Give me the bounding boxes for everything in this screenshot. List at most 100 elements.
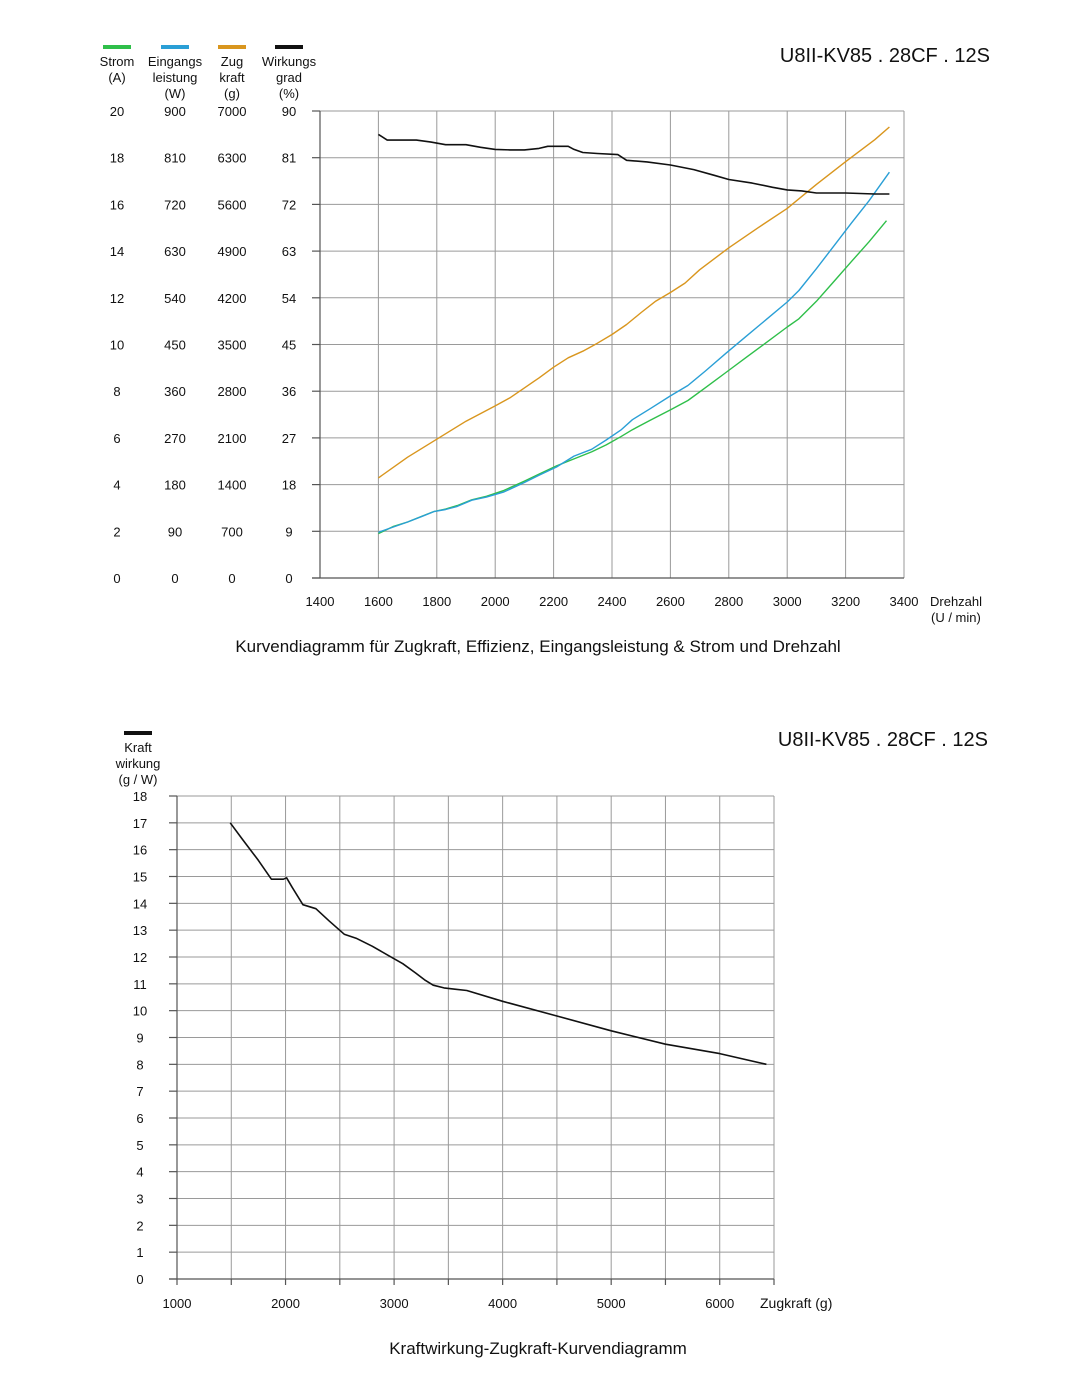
chart2-legend-label-kraftwirkung: wirkung bbox=[115, 756, 161, 771]
chart1-x-tick-label: 3400 bbox=[890, 594, 919, 609]
chart1-x-tick-label: 2200 bbox=[539, 594, 568, 609]
chart1-y-tick-label-strom: 12 bbox=[110, 291, 124, 306]
chart1-x-tick-label: 3200 bbox=[831, 594, 860, 609]
chart1-y-tick-label-zugkraft: 3500 bbox=[218, 338, 247, 353]
chart1-x-tick-label: 1600 bbox=[364, 594, 393, 609]
chart1-legend-label-zugkraft: Zug bbox=[221, 54, 243, 69]
chart1-y-axes: 0246810121416182009018027036045054063072… bbox=[110, 104, 296, 586]
chart2-series-line-kraftwirkung bbox=[229, 822, 767, 1066]
chart2-series bbox=[229, 822, 767, 1066]
chart2-y-tick-label: 9 bbox=[136, 1031, 143, 1046]
chart2-model-label: U8II-KV85 . 28CF . 12S bbox=[778, 729, 988, 751]
chart1-y-tick-label-wirkungsgrad: 36 bbox=[282, 384, 296, 399]
chart2-y-tick-label: 7 bbox=[136, 1084, 143, 1099]
chart1-y-tick-label-strom: 18 bbox=[110, 151, 124, 166]
chart1-y-tick-label-wirkungsgrad: 72 bbox=[282, 197, 296, 212]
chart1-y-tick-label-wirkungsgrad: 90 bbox=[282, 104, 296, 119]
chart1-x-tick-label: 1400 bbox=[306, 594, 335, 609]
chart1-y-tick-label-wirkungsgrad: 9 bbox=[285, 524, 292, 539]
chart1-legend-swatch-zugkraft bbox=[218, 45, 246, 49]
chart1-y-tick-label-zugkraft: 7000 bbox=[218, 104, 247, 119]
chart1-legend: Strom(A) Eingangsleistung(W) Zugkraft(g) Wi… bbox=[100, 45, 317, 101]
chart1-y-tick-label-zugkraft: 1400 bbox=[218, 478, 247, 493]
chart1-legend-label-zugkraft: kraft bbox=[219, 70, 245, 85]
chart1-y-tick-label-wirkungsgrad: 27 bbox=[282, 431, 296, 446]
chart1-y-tick-label-strom: 8 bbox=[113, 384, 120, 399]
chart2-y-tick-label: 12 bbox=[133, 950, 147, 965]
chart1-legend-label-eingangsleistung: (W) bbox=[165, 86, 186, 101]
chart1-x-axis-unit: (U / min) bbox=[931, 610, 981, 625]
chart1-y-tick-label-zugkraft: 5600 bbox=[218, 197, 247, 212]
chart1-y-tick-label-zugkraft: 0 bbox=[228, 571, 235, 586]
chart2-x-tick-label: 3000 bbox=[380, 1296, 409, 1311]
chart1-y-tick-label-eingangsleistung: 360 bbox=[164, 384, 186, 399]
chart1-y-tick-label-eingangsleistung: 810 bbox=[164, 151, 186, 166]
chart1-legend-label-wirkungsgrad: Wirkungs bbox=[262, 54, 317, 69]
chart2-x-tick-label: 1000 bbox=[163, 1296, 192, 1311]
chart-zugkraft: Kraftwirkung(g / W) U8II-KV85 . 28CF . 1… bbox=[115, 729, 988, 1358]
chart1-legend-label-eingangsleistung: Eingangs bbox=[148, 54, 203, 69]
chart2-grid bbox=[169, 795, 775, 1285]
chart1-series-line-eingangsleistung bbox=[378, 171, 890, 533]
chart1-title: Kurvendiagramm für Zugkraft, Effizienz, … bbox=[235, 637, 840, 656]
chart1-y-tick-label-strom: 0 bbox=[113, 571, 120, 586]
chart1-y-tick-label-wirkungsgrad: 63 bbox=[282, 244, 296, 259]
chart1-legend-label-zugkraft: (g) bbox=[224, 86, 240, 101]
chart1-series-line-wirkungsgrad bbox=[377, 133, 890, 195]
chart2-legend-label-kraftwirkung: Kraft bbox=[124, 740, 152, 755]
chart1-y-tick-label-eingangsleistung: 720 bbox=[164, 197, 186, 212]
chart2-y-tick-label: 16 bbox=[133, 843, 147, 858]
chart1-y-tick-label-eingangsleistung: 270 bbox=[164, 431, 186, 446]
chart1-y-tick-label-wirkungsgrad: 45 bbox=[282, 338, 296, 353]
chart1-y-tick-label-zugkraft: 700 bbox=[221, 524, 243, 539]
chart1-y-tick-label-strom: 20 bbox=[110, 104, 124, 119]
chart2-x-axis: 1000 2000 3000 4000 5000 6000 bbox=[163, 1296, 735, 1311]
chart1-y-tick-label-eingangsleistung: 630 bbox=[164, 244, 186, 259]
chart2-y-tick-label: 8 bbox=[136, 1057, 143, 1072]
chart2-y-tick-label: 0 bbox=[136, 1272, 143, 1287]
chart1-series bbox=[377, 126, 890, 535]
chart1-x-tick-label: 1800 bbox=[422, 594, 451, 609]
chart2-y-tick-label: 1 bbox=[136, 1245, 143, 1260]
chart2-y-tick-label: 11 bbox=[133, 977, 147, 992]
chart2-y-tick-label: 13 bbox=[133, 923, 147, 938]
chart2-y-tick-label: 6 bbox=[136, 1111, 143, 1126]
chart2-x-tick-label: 6000 bbox=[705, 1296, 734, 1311]
chart1-y-tick-label-zugkraft: 2100 bbox=[218, 431, 247, 446]
chart2-y-tick-label: 3 bbox=[136, 1192, 143, 1207]
chart1-y-tick-label-wirkungsgrad: 81 bbox=[282, 151, 296, 166]
chart1-legend-swatch-wirkungsgrad bbox=[275, 45, 303, 49]
chart1-y-tick-label-zugkraft: 4200 bbox=[218, 291, 247, 306]
chart1-x-tick-label: 2400 bbox=[598, 594, 627, 609]
chart1-x-tick-label: 2600 bbox=[656, 594, 685, 609]
chart1-y-tick-label-zugkraft: 2800 bbox=[218, 384, 247, 399]
chart1-series-line-zugkraft bbox=[377, 126, 890, 479]
chart2-legend-swatch-kraftwirkung bbox=[124, 731, 152, 735]
chart1-x-axis: 1400 1600 1800 2000 2200 2400 2600 2800 3000 3200… bbox=[306, 594, 919, 609]
chart1-x-axis-label: Drehzahl bbox=[930, 594, 982, 609]
chart2-y-tick-label: 10 bbox=[133, 1004, 147, 1019]
chart1-x-tick-label: 3000 bbox=[773, 594, 802, 609]
chart2-x-axis-label: Zugkraft (g) bbox=[760, 1295, 832, 1311]
chart2-y-tick-label: 4 bbox=[136, 1165, 143, 1180]
chart2-y-tick-label: 15 bbox=[133, 870, 147, 885]
chart2-y-tick-label: 5 bbox=[136, 1138, 143, 1153]
chart1-legend-swatch-strom bbox=[103, 45, 131, 49]
chart1-legend-label-wirkungsgrad: (%) bbox=[279, 86, 299, 101]
chart1-legend-label-strom: Strom bbox=[100, 54, 135, 69]
chart1-grid bbox=[312, 110, 905, 579]
chart1-legend-swatch-eingangsleistung bbox=[161, 45, 189, 49]
chart1-y-tick-label-eingangsleistung: 450 bbox=[164, 338, 186, 353]
chart1-y-tick-label-eingangsleistung: 0 bbox=[171, 571, 178, 586]
chart1-x-tick-label: 2000 bbox=[481, 594, 510, 609]
chart1-y-tick-label-strom: 14 bbox=[110, 244, 124, 259]
chart1-y-tick-label-strom: 4 bbox=[113, 478, 120, 493]
chart2-title: Kraftwirkung-Zugkraft-Kurvendiagramm bbox=[389, 1339, 687, 1358]
chart2-y-tick-label: 2 bbox=[136, 1218, 143, 1233]
chart1-y-tick-label-wirkungsgrad: 18 bbox=[282, 478, 296, 493]
chart1-y-tick-label-eingangsleistung: 540 bbox=[164, 291, 186, 306]
chart1-y-tick-label-strom: 2 bbox=[113, 524, 120, 539]
chart2-x-tick-label: 4000 bbox=[488, 1296, 517, 1311]
chart1-y-tick-label-eingangsleistung: 900 bbox=[164, 104, 186, 119]
